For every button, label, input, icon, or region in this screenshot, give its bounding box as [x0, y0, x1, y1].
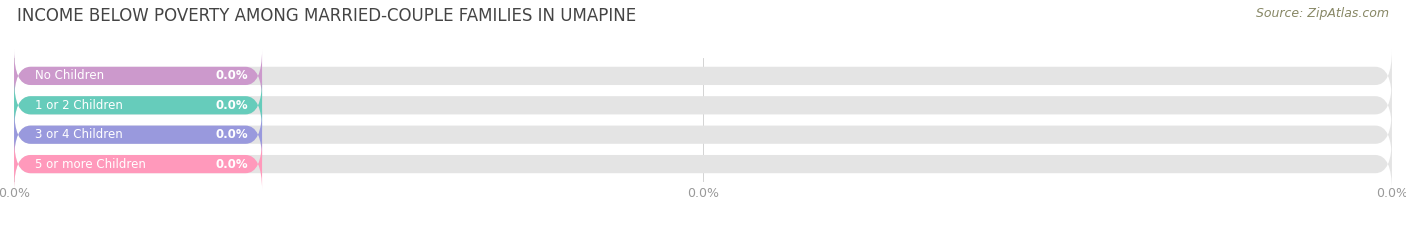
Text: 3 or 4 Children: 3 or 4 Children: [35, 128, 122, 141]
FancyBboxPatch shape: [14, 109, 1392, 161]
FancyBboxPatch shape: [14, 138, 1392, 190]
Text: 0.0%: 0.0%: [215, 69, 249, 82]
FancyBboxPatch shape: [14, 138, 262, 190]
FancyBboxPatch shape: [14, 79, 1392, 131]
FancyBboxPatch shape: [14, 79, 262, 131]
Text: 5 or more Children: 5 or more Children: [35, 158, 146, 171]
Text: INCOME BELOW POVERTY AMONG MARRIED-COUPLE FAMILIES IN UMAPINE: INCOME BELOW POVERTY AMONG MARRIED-COUPL…: [17, 7, 636, 25]
Text: 0.0%: 0.0%: [215, 99, 249, 112]
FancyBboxPatch shape: [14, 109, 262, 161]
Text: 0.0%: 0.0%: [215, 158, 249, 171]
FancyBboxPatch shape: [14, 50, 262, 102]
FancyBboxPatch shape: [14, 50, 1392, 102]
Text: No Children: No Children: [35, 69, 104, 82]
Text: Source: ZipAtlas.com: Source: ZipAtlas.com: [1256, 7, 1389, 20]
Text: 0.0%: 0.0%: [215, 128, 249, 141]
Text: 1 or 2 Children: 1 or 2 Children: [35, 99, 122, 112]
